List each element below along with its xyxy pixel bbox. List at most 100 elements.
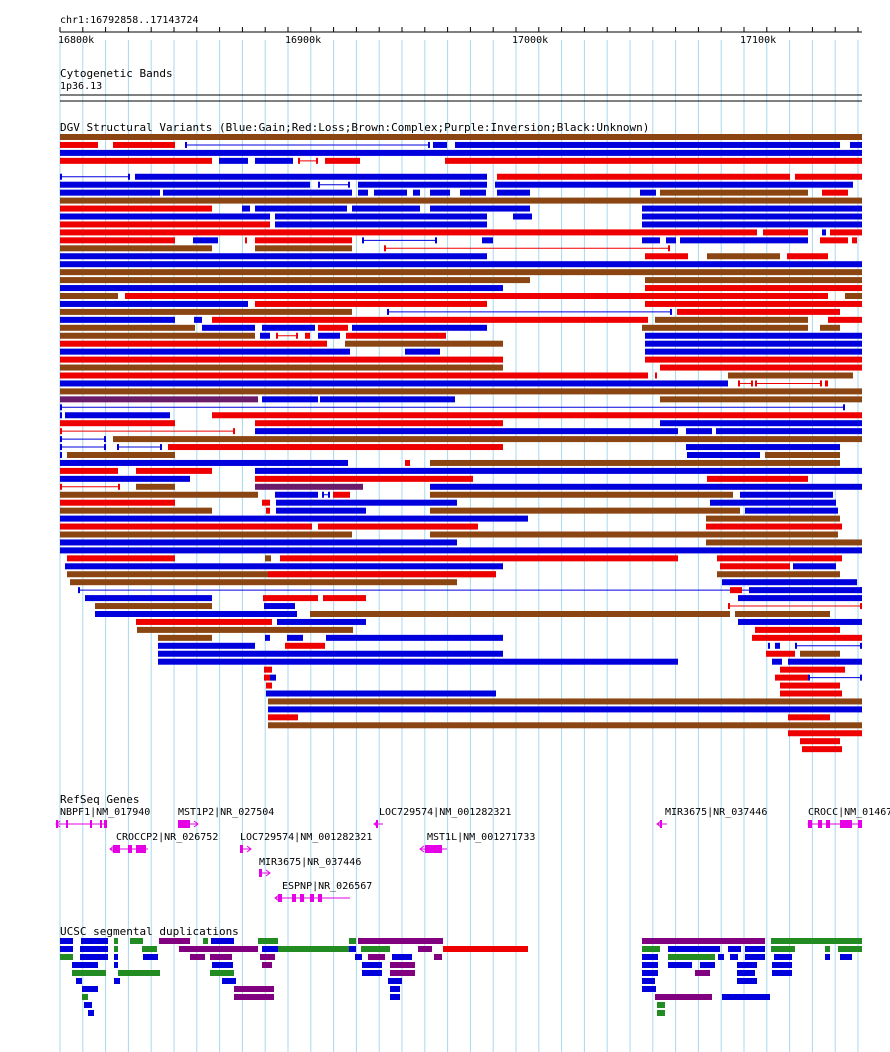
gene-strand-arrow: [265, 869, 271, 877]
scale-tick-16800k: 16800k: [58, 35, 95, 46]
gene-exon: [425, 845, 442, 853]
gene-label[interactable]: ESPNP|NR_026567: [282, 881, 373, 892]
gene-label[interactable]: NBPF1|NM_017940: [60, 807, 151, 818]
dgv-variant-bar: [60, 364, 503, 371]
dgv-variant-bar: [60, 467, 118, 474]
segdup-block: [130, 938, 143, 944]
dgv-variant-bar: [212, 412, 862, 419]
dgv-variant-bar: [60, 547, 862, 554]
gene-label[interactable]: LOC729574|NM_001282321: [379, 807, 512, 818]
gene-label[interactable]: MIR3675|NR_037446: [665, 807, 768, 818]
dgv-variant-bar: [677, 308, 840, 315]
dgv-variant-bar: [825, 380, 828, 387]
dgv-variant-bar: [740, 491, 833, 498]
gene-label[interactable]: MST1L|NM_001271733: [427, 832, 536, 843]
segdup-block: [179, 946, 258, 952]
dgv-variant-bar: [780, 682, 840, 689]
dgv-variant-bar: [730, 587, 742, 594]
dgv-variant-bar: [333, 491, 350, 498]
segdup-block: [745, 946, 765, 952]
dgv-variant-bar: [828, 316, 862, 323]
dgv-variant-block: [728, 603, 730, 610]
dgv-variant-bar: [60, 269, 862, 276]
gene-exon: [128, 845, 132, 853]
segdup-block: [84, 1002, 92, 1008]
dgv-variant-bar: [60, 380, 728, 387]
gene-exon: [104, 820, 107, 828]
gene-exon: [840, 820, 852, 828]
dgv-variant-bar: [60, 531, 352, 538]
dgv-variant-bar: [264, 666, 272, 673]
dgv-variant-block: [318, 181, 320, 188]
dgv-variant-bar: [346, 332, 446, 339]
dgv-variant-bar: [193, 237, 218, 244]
refseq-track-title[interactable]: RefSeq Genes: [60, 793, 140, 806]
segdup-block: [349, 946, 356, 952]
segdup-block: [737, 970, 755, 976]
dgv-variant-bar: [60, 332, 255, 339]
dgv-variant-block: [104, 436, 106, 443]
dgv-variant-bar: [772, 658, 782, 665]
gene-exon: [178, 820, 190, 828]
dgv-variant-bar: [60, 245, 212, 252]
gene-strand-arrow: [373, 820, 379, 828]
dgv-variant-block: [860, 674, 862, 681]
scale-tick-17100k: 17100k: [740, 35, 777, 46]
dgv-variant-bar: [707, 475, 808, 482]
gene-label[interactable]: CROCC|NM_01467: [808, 807, 890, 818]
dgv-variant-bar: [60, 491, 258, 498]
gene-label[interactable]: MIR3675|NR_037446: [259, 857, 362, 868]
dgv-variant-bar: [655, 372, 657, 379]
segdup-block: [388, 978, 402, 984]
segdup-block: [825, 946, 830, 952]
segmental-duplication-blocks[interactable]: [60, 938, 862, 1016]
dgv-variant-bar: [717, 571, 840, 578]
segdup-block: [642, 946, 660, 952]
dgv-variant-block: [668, 245, 670, 252]
dgv-variant-bar: [260, 332, 270, 339]
segdup-block: [772, 962, 792, 968]
dgv-variant-bar: [752, 634, 862, 641]
segdup-block: [362, 970, 382, 976]
segdup-block: [700, 962, 715, 968]
dgv-variants[interactable]: [60, 134, 862, 753]
dgv-variant-bar: [707, 253, 780, 260]
dgv-variant-bar: [60, 157, 212, 164]
gene-exon: [259, 869, 262, 877]
dgv-variant-bar: [660, 189, 808, 196]
segdup-block: [642, 938, 765, 944]
dgv-variant-bar: [263, 595, 318, 602]
segdup-block: [211, 938, 234, 944]
refseq-gene-glyphs[interactable]: [55, 820, 862, 902]
gene-exon: [56, 820, 58, 828]
dgv-variant-bar: [255, 237, 352, 244]
dgv-track-title[interactable]: DGV Structural Variants (Blue:Gain;Red:L…: [60, 121, 650, 134]
dgv-variant-block: [820, 380, 822, 387]
segdup-track-title[interactable]: UCSC segmental duplications: [60, 925, 239, 938]
dgv-variant-bar: [60, 300, 248, 307]
dgv-variant-bar: [830, 229, 862, 236]
dgv-variant-bar: [113, 141, 175, 148]
dgv-variant-block: [362, 237, 364, 244]
gene-label[interactable]: MST1P2|NR_027504: [178, 807, 275, 818]
segdup-block: [159, 938, 190, 944]
dgv-variant-bar: [310, 611, 730, 617]
gene-exon: [240, 845, 243, 853]
dgv-variant-block: [78, 587, 80, 594]
segdup-block: [262, 962, 272, 968]
dgv-variant-block: [822, 229, 824, 236]
dgv-variant-block: [428, 141, 430, 148]
gene-label[interactable]: LOC729574|NM_001282321: [240, 832, 373, 843]
segdup-block: [114, 962, 118, 968]
dgv-variant-bar: [60, 348, 350, 355]
dgv-variant-bar: [642, 205, 862, 212]
gene-label[interactable]: CROCCP2|NR_026752: [116, 832, 219, 843]
segdup-block: [262, 946, 278, 952]
dgv-variant-bar: [168, 444, 503, 451]
dgv-variant-bar: [85, 595, 212, 602]
gene-strand-arrow: [419, 845, 425, 853]
dgv-variant-block: [322, 491, 324, 498]
segdup-block: [355, 954, 362, 960]
cytoband-track-title[interactable]: Cytogenetic Bands: [60, 67, 173, 80]
dgv-variant-bar: [67, 555, 175, 562]
